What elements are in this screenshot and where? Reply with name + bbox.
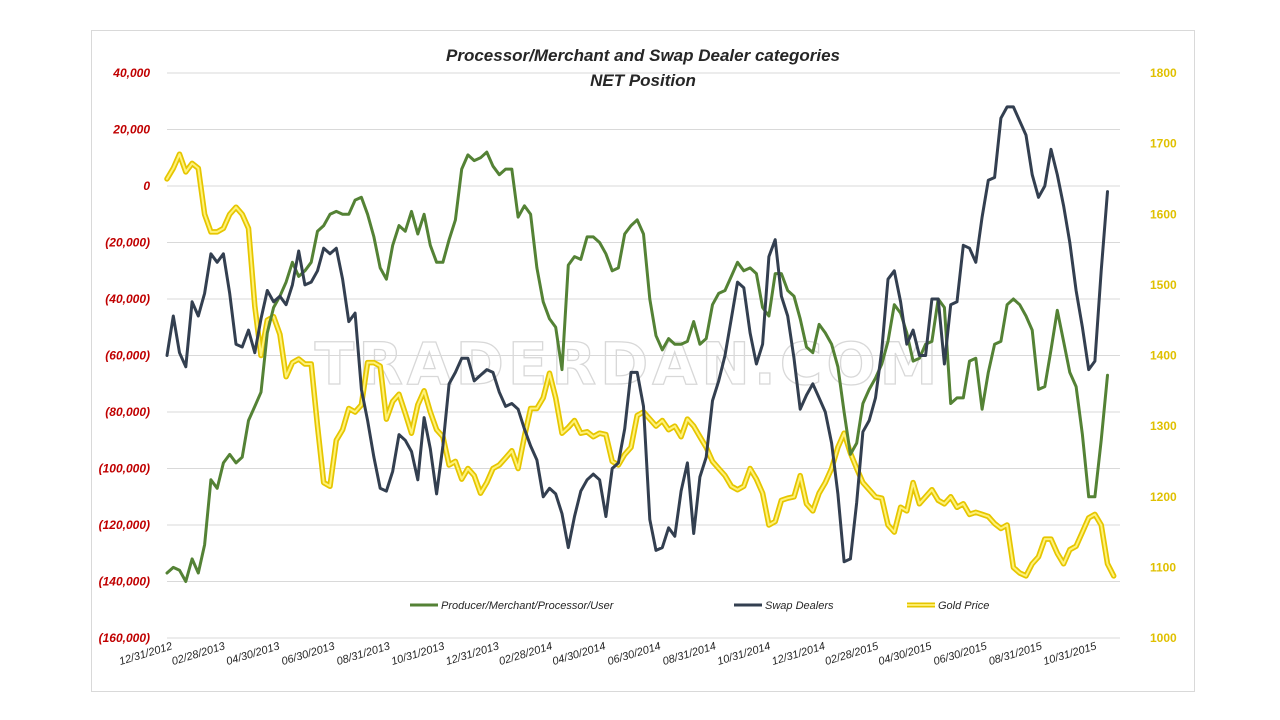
x-tick-label: 04/30/2014 bbox=[551, 640, 607, 668]
y-right-tick-label: 1000 bbox=[1150, 631, 1177, 645]
x-tick-label: 08/31/2013 bbox=[335, 640, 392, 668]
y-left-tick-label: (140,000) bbox=[99, 575, 150, 589]
legend-label: Gold Price bbox=[938, 600, 989, 612]
x-tick-label: 06/30/2014 bbox=[606, 640, 662, 668]
y-left-tick-label: (100,000) bbox=[99, 462, 150, 476]
x-tick-label: 04/30/2013 bbox=[225, 640, 282, 668]
watermark: TRADERDAN.COM bbox=[315, 330, 942, 398]
x-tick-label: 06/30/2015 bbox=[932, 640, 989, 668]
x-tick-label: 04/30/2015 bbox=[877, 640, 934, 668]
y-left-tick-label: (120,000) bbox=[99, 518, 150, 532]
y-left-tick-label: 40,000 bbox=[112, 66, 150, 80]
y-right-tick-label: 1200 bbox=[1150, 490, 1177, 504]
x-tick-label: 10/31/2014 bbox=[716, 640, 772, 668]
y-right-tick-label: 1500 bbox=[1150, 278, 1177, 292]
y-right-tick-label: 1600 bbox=[1150, 207, 1177, 221]
y-left-tick-label: 20,000 bbox=[112, 123, 150, 137]
x-tick-label: 08/31/2014 bbox=[661, 640, 717, 668]
y-right-tick-label: 1700 bbox=[1150, 137, 1177, 151]
legend-label: Swap Dealers bbox=[765, 600, 834, 612]
y-left-tick-label: (40,000) bbox=[105, 292, 150, 306]
x-tick-label: 12/31/2013 bbox=[444, 640, 501, 668]
y-left-tick-label: (80,000) bbox=[105, 405, 150, 419]
y-right-tick-label: 1300 bbox=[1150, 419, 1177, 433]
x-tick-label: 02/28/2014 bbox=[498, 640, 554, 668]
chart-title-line-1: Processor/Merchant and Swap Dealer categ… bbox=[446, 46, 840, 65]
series-line-gold-price bbox=[166, 153, 1115, 577]
y-right-tick-label: 1800 bbox=[1150, 66, 1177, 80]
y-left-tick-label: (60,000) bbox=[105, 349, 150, 363]
legend-label: Producer/Merchant/Processor/User bbox=[441, 600, 615, 612]
y-right-tick-label: 1400 bbox=[1150, 349, 1177, 363]
series-line-swap-dealers bbox=[165, 105, 1109, 564]
series-line-producer-merchant-processor-user bbox=[165, 150, 1109, 583]
x-tick-label: 10/31/2015 bbox=[1042, 640, 1099, 668]
legend: Producer/Merchant/Processor/User Swap Dea… bbox=[410, 600, 989, 612]
x-tick-label: 02/28/2015 bbox=[824, 640, 881, 668]
x-tick-label: 10/31/2013 bbox=[390, 640, 447, 668]
y-right-tick-label: 1100 bbox=[1150, 560, 1176, 574]
x-tick-label: 06/30/2013 bbox=[280, 640, 337, 668]
x-tick-label: 02/28/2013 bbox=[170, 640, 227, 668]
chart-title-line-2: NET Position bbox=[590, 71, 696, 90]
y-left-tick-label: 0 bbox=[143, 179, 150, 193]
chart-svg: TRADERDAN.COM 40,000 20,000 0 (20,000) (40,0… bbox=[99, 46, 1177, 668]
x-tick-label: 12/31/2014 bbox=[770, 640, 826, 668]
chart-area: TRADERDAN.COM 40,000 20,000 0 (20,000) (40,0… bbox=[91, 30, 1195, 692]
x-tick-label: 08/31/2015 bbox=[987, 640, 1044, 668]
y-left-tick-label: (20,000) bbox=[105, 236, 150, 250]
y-left-tick-label: (160,000) bbox=[99, 631, 150, 645]
